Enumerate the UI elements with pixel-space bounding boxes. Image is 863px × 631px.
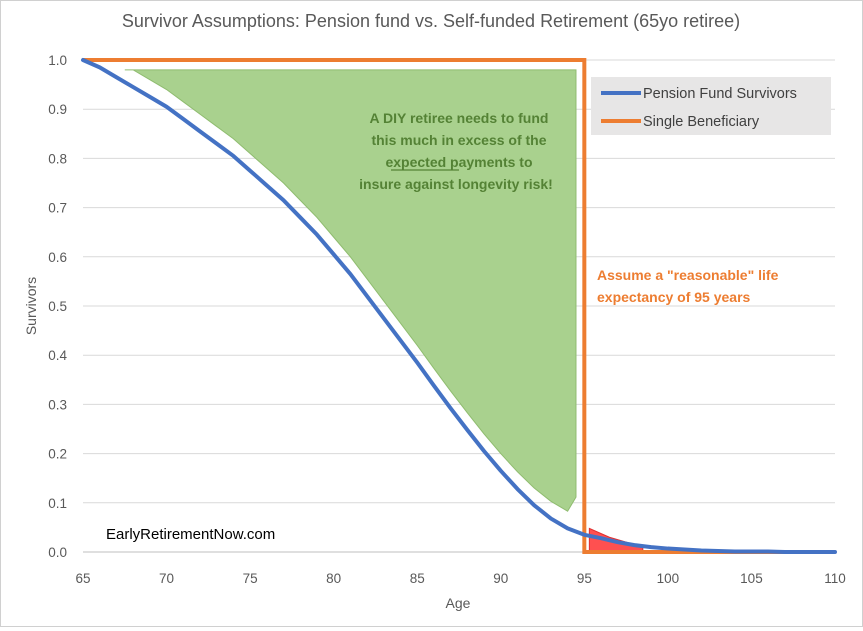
annotation-diy-retiree: A DIY retiree needs to fund this much in… — [359, 110, 553, 192]
x-tick-label: 100 — [657, 571, 680, 586]
legend-box — [591, 77, 831, 135]
x-tick-label: 105 — [740, 571, 763, 586]
x-tick-label: 95 — [577, 571, 592, 586]
y-tick-label: 0.3 — [48, 397, 67, 412]
annotation-line-1: A DIY retiree needs to fund — [370, 110, 549, 126]
x-axis-label: Age — [446, 595, 471, 611]
legend: Pension Fund Survivors Single Beneficiar… — [591, 77, 831, 135]
y-tick-label: 0.9 — [48, 102, 67, 117]
y-tick-label: 0.0 — [48, 545, 67, 560]
x-tick-label: 80 — [326, 571, 341, 586]
watermark-text: EarlyRetirementNow.com — [106, 526, 275, 543]
legend-label-single: Single Beneficiary — [643, 114, 760, 130]
y-tick-label: 0.2 — [48, 447, 67, 462]
tick-labels: 0.0 0.1 0.2 0.3 0.4 0.5 0.6 0.7 0.8 0.9 1.0 65 70 75 8… — [48, 53, 846, 586]
tail-risk-area — [588, 527, 644, 552]
x-tick-label: 110 — [824, 571, 846, 586]
annotation-line-2: this much in excess of the — [371, 132, 546, 148]
y-tick-label: 0.5 — [48, 299, 67, 314]
y-tick-label: 0.7 — [48, 201, 67, 216]
legend-label-pension: Pension Fund Survivors — [643, 86, 797, 102]
x-tick-label: 90 — [493, 571, 508, 586]
series-lines — [81, 58, 837, 554]
x-tick-label: 85 — [410, 571, 425, 586]
y-tick-label: 0.1 — [48, 496, 67, 511]
x-tick-label: 75 — [243, 571, 258, 586]
annotation-line-4: insure against longevity risk! — [359, 176, 553, 192]
y-tick-label: 0.8 — [48, 151, 67, 166]
series-line-pension-fund-survivors — [81, 58, 837, 554]
y-tick-label: 0.4 — [48, 348, 67, 363]
x-tick-label: 65 — [75, 571, 90, 586]
x-tick-label: 70 — [159, 571, 174, 586]
excess-funding-area — [124, 69, 577, 512]
annotation-orange-line-1: Assume a "reasonable" life — [597, 267, 779, 283]
annotation-line-3: expected payments to — [385, 154, 532, 170]
chart-title: Survivor Assumptions: Pension fund vs. S… — [122, 11, 740, 31]
annotation-life-expectancy: Assume a "reasonable" life expectancy of… — [597, 267, 779, 305]
y-tick-label: 0.6 — [48, 250, 67, 265]
y-tick-label: 1.0 — [48, 53, 67, 68]
annotation-orange-line-2: expectancy of 95 years — [597, 289, 751, 305]
y-axis-label: Survivors — [23, 277, 39, 335]
